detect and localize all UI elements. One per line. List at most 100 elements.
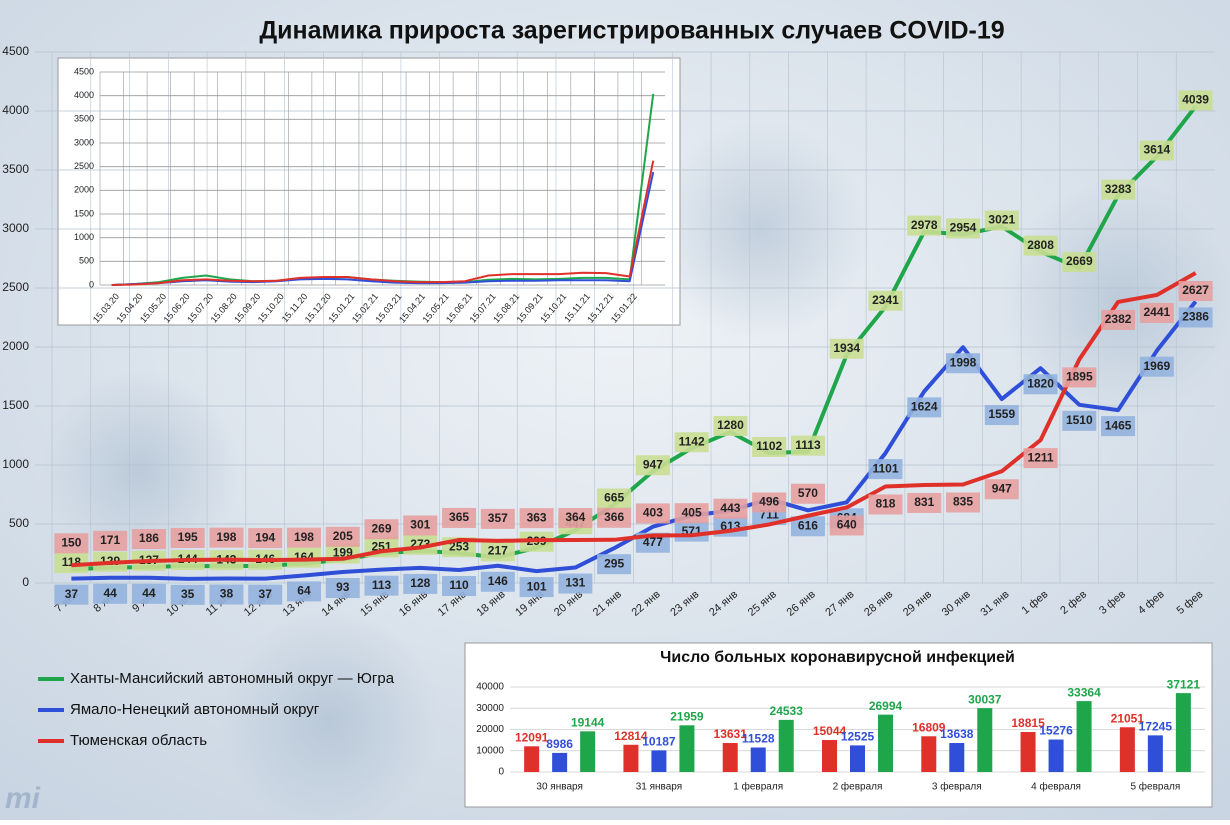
data-label-bg	[907, 397, 942, 418]
data-label-bg	[480, 508, 515, 529]
data-label: 35	[181, 587, 195, 601]
bar	[778, 719, 794, 772]
x-tick-label: 31 января	[636, 782, 682, 793]
data-label-bg	[54, 584, 89, 605]
data-label: 12525	[841, 730, 875, 744]
data-label-bg	[713, 415, 748, 436]
data-label-bg	[1139, 302, 1174, 323]
data-label-bg	[209, 527, 244, 548]
data-label: 2441	[1143, 305, 1170, 319]
data-label-bg	[907, 492, 942, 513]
data-label: 110	[449, 578, 469, 592]
y-tick-label: 4000	[2, 103, 29, 117]
data-label-bg	[248, 528, 283, 549]
data-label: 146	[488, 574, 508, 588]
data-label: 8986	[546, 737, 573, 751]
data-label-bg	[1139, 356, 1174, 377]
data-label-bg	[364, 519, 399, 540]
x-tick-label: 3 февраля	[932, 781, 982, 793]
series-line	[111, 160, 655, 286]
data-label: 10187	[642, 735, 676, 749]
data-label-bg	[1101, 416, 1136, 437]
logo: mi	[5, 782, 41, 815]
data-label-bg	[597, 488, 632, 509]
data-label-bg	[1062, 252, 1097, 273]
data-label: 364	[565, 510, 585, 524]
data-label-bg	[93, 583, 128, 604]
y-tick-label: 40000	[476, 682, 504, 693]
data-label-bg	[1023, 235, 1058, 256]
y-tick-label: 2500	[2, 280, 29, 294]
data-label: 366	[604, 510, 624, 524]
y-tick-label: 1500	[74, 208, 94, 218]
legend-label: Ханты-Мансийский автономный округ — Югра	[70, 670, 395, 687]
data-label-bg	[325, 526, 360, 547]
data-label: 2386	[1182, 310, 1209, 324]
data-label: 640	[837, 518, 857, 532]
bar	[878, 714, 893, 772]
bar	[722, 743, 738, 772]
data-label-bg	[170, 584, 205, 605]
data-label: 37121	[1167, 677, 1201, 691]
data-label-bg	[1023, 448, 1058, 469]
data-label: 1559	[988, 407, 1015, 421]
data-label-bg	[946, 492, 981, 513]
data-label: 1998	[950, 355, 977, 369]
data-label: 3021	[988, 213, 1015, 227]
data-label: 33364	[1067, 685, 1101, 699]
bar	[580, 731, 596, 772]
data-label-bg	[1178, 281, 1213, 302]
y-tick-label: 1500	[2, 398, 29, 412]
data-label: 2808	[1027, 238, 1054, 252]
data-label: 30037	[968, 692, 1002, 706]
data-label: 1820	[1027, 376, 1054, 390]
decor	[220, 610, 440, 825]
data-label-bg	[752, 436, 787, 457]
y-tick-label: 1000	[2, 457, 29, 471]
data-label-bg	[868, 494, 903, 515]
legend-label: Тюменская область	[70, 732, 207, 749]
bar	[750, 747, 766, 772]
bar	[1119, 727, 1135, 772]
data-label: 1969	[1143, 359, 1170, 373]
bar	[1020, 732, 1036, 772]
data-label-bg	[1178, 307, 1213, 328]
y-tick-label: 0	[498, 767, 504, 778]
data-label: 16809	[912, 720, 946, 734]
data-label: 1113	[795, 438, 821, 452]
data-label: 64	[297, 584, 311, 598]
data-label: 205	[333, 529, 353, 543]
x-tick-label: 4 февраля	[1031, 781, 1081, 793]
data-label: 947	[643, 457, 663, 471]
data-label-bg	[54, 533, 89, 554]
data-label: 2341	[872, 293, 899, 307]
data-label-bg	[131, 529, 166, 550]
y-tick-label: 4500	[74, 66, 94, 76]
data-label: 186	[139, 531, 159, 545]
data-label-bg	[713, 498, 748, 519]
data-label-bg	[1101, 179, 1136, 200]
data-label: 443	[720, 501, 740, 515]
data-label: 477	[643, 535, 663, 549]
series-line	[71, 271, 1197, 568]
y-tick-label: 1000	[74, 232, 94, 242]
bar	[524, 746, 540, 772]
y-tick-label: 10000	[476, 745, 504, 756]
data-label-bg	[131, 583, 166, 604]
data-label-bg	[442, 576, 477, 597]
data-label-bg	[946, 353, 981, 374]
bar	[850, 745, 865, 772]
data-label: 1280	[717, 418, 744, 432]
data-label-bg	[480, 571, 515, 592]
bar	[822, 740, 837, 772]
data-label-bg	[984, 210, 1019, 231]
data-label: 171	[100, 533, 120, 547]
data-label-bg	[248, 584, 283, 605]
data-label: 24533	[770, 704, 804, 718]
data-label: 496	[759, 495, 779, 509]
data-label: 37	[65, 587, 79, 601]
y-tick-label: 3000	[2, 221, 29, 235]
data-label-bg	[907, 215, 942, 236]
data-label-bg	[984, 405, 1019, 426]
